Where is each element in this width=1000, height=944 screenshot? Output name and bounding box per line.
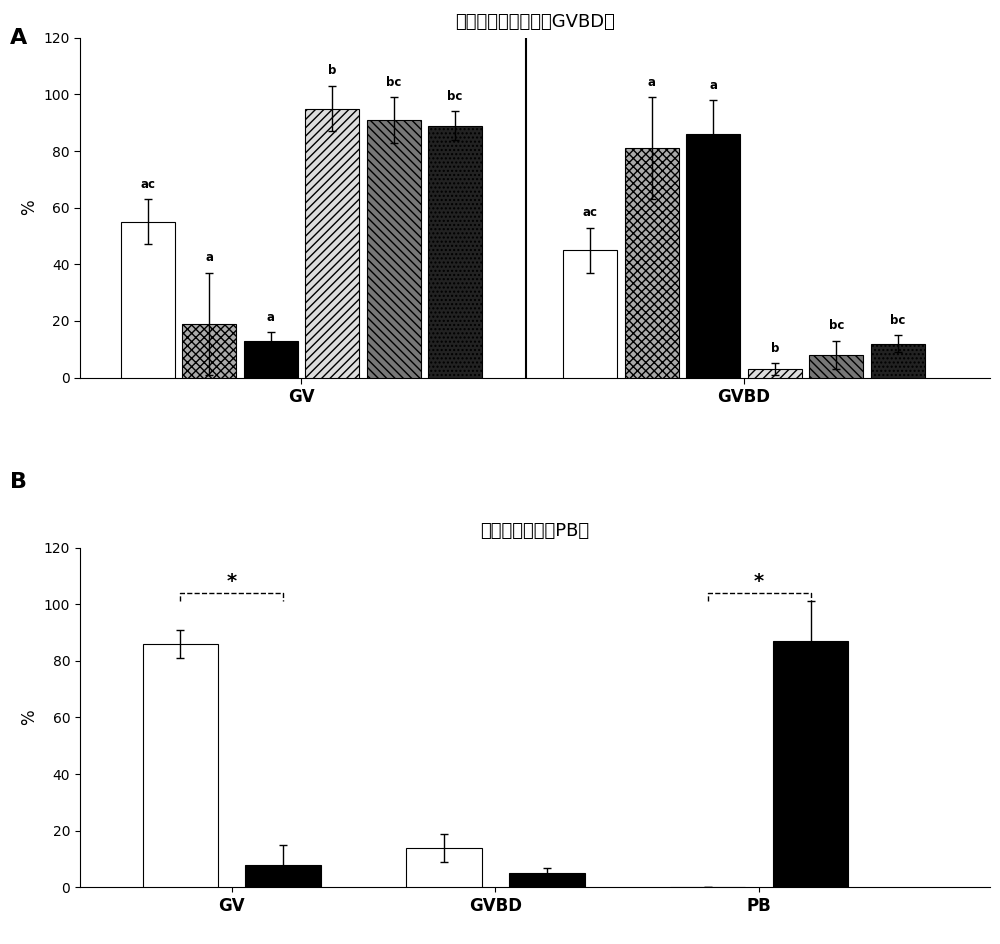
Text: *: * xyxy=(227,572,237,591)
Text: a: a xyxy=(205,251,213,264)
Text: b: b xyxy=(771,342,779,355)
Text: ac: ac xyxy=(583,206,598,219)
Bar xyxy=(809,355,863,378)
Bar xyxy=(143,644,218,887)
Bar xyxy=(182,324,236,378)
Bar xyxy=(367,120,421,378)
Bar xyxy=(773,641,848,887)
Y-axis label: %: % xyxy=(20,710,38,725)
Title: 减数分裂完成（PB）: 减数分裂完成（PB） xyxy=(480,522,590,540)
Text: bc: bc xyxy=(829,319,844,332)
Bar xyxy=(625,148,679,378)
Bar xyxy=(428,126,482,378)
Text: bc: bc xyxy=(890,313,905,327)
Text: A: A xyxy=(10,28,27,48)
Y-axis label: %: % xyxy=(20,200,38,215)
Bar xyxy=(244,341,298,378)
Bar xyxy=(871,344,925,378)
Bar xyxy=(686,134,740,378)
Text: a: a xyxy=(267,311,275,324)
Bar xyxy=(305,109,359,378)
Text: bc: bc xyxy=(447,90,463,103)
Text: *: * xyxy=(754,572,764,591)
Text: bc: bc xyxy=(386,76,401,89)
Text: a: a xyxy=(648,76,656,89)
Text: B: B xyxy=(10,472,27,492)
Text: a: a xyxy=(709,78,717,92)
Bar xyxy=(406,848,482,887)
Text: ac: ac xyxy=(140,177,155,191)
Bar xyxy=(563,250,617,378)
Bar xyxy=(245,865,321,887)
Text: b: b xyxy=(328,64,336,77)
Bar xyxy=(121,222,175,378)
Bar xyxy=(748,369,802,378)
Title: 开始减数分裂恢复（GVBD）: 开始减数分裂恢复（GVBD） xyxy=(455,12,615,30)
Bar xyxy=(509,873,585,887)
